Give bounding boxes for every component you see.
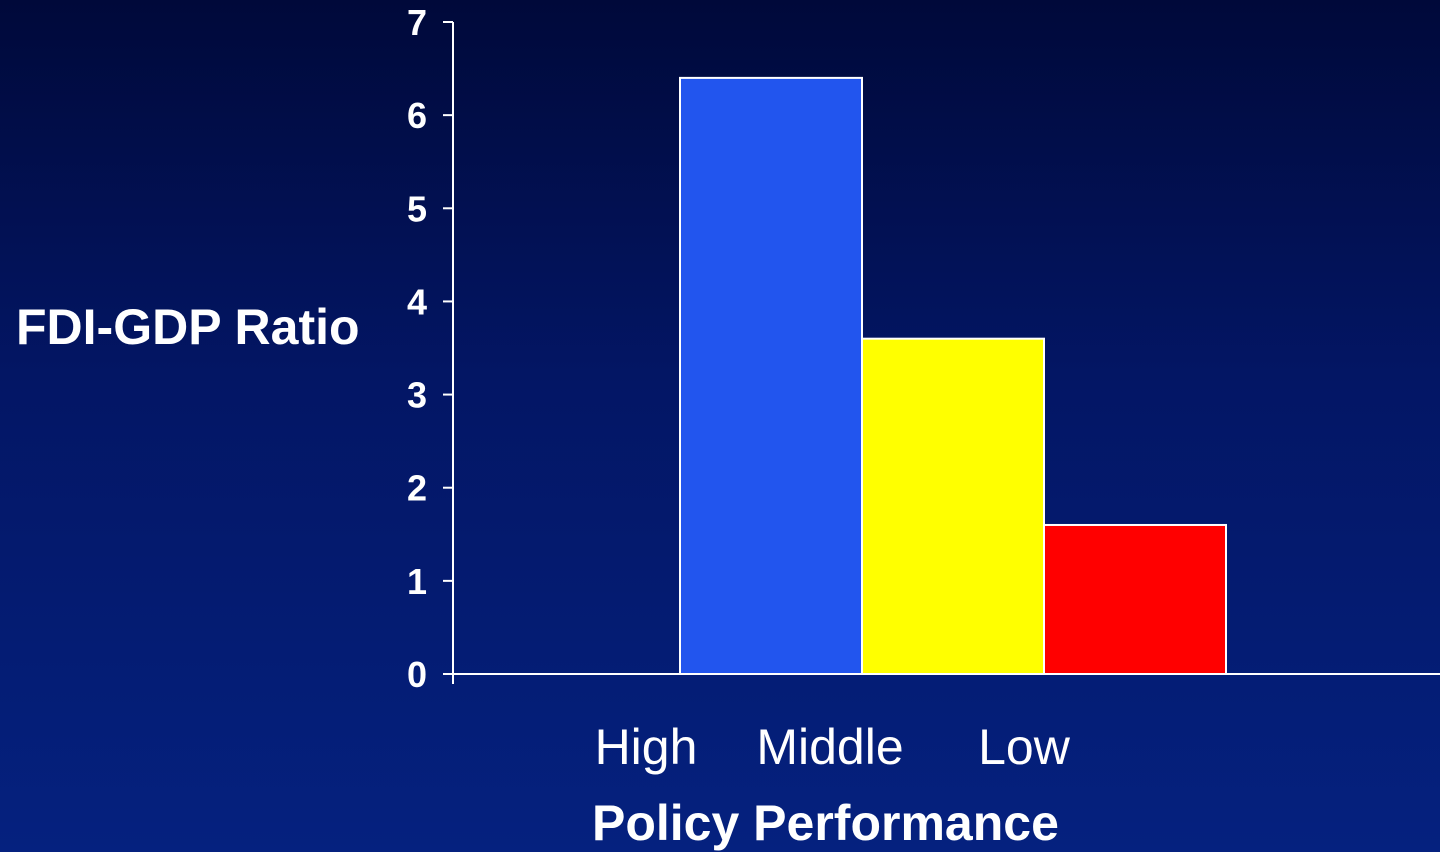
y-tick-label: 2 <box>407 468 427 509</box>
x-axis-tick-labels: High Middle Low <box>595 719 1071 775</box>
bars <box>679 76 1227 675</box>
y-tick-label: 5 <box>407 188 427 229</box>
x-category-label: High <box>595 719 698 775</box>
y-tick-label: 4 <box>407 281 427 322</box>
bar-low <box>1043 523 1227 675</box>
x-category-label: Middle <box>756 719 903 775</box>
x-axis-label: Policy Performance <box>592 795 1059 851</box>
y-tick-label: 6 <box>407 95 427 136</box>
y-axis-ticks: 0 1 2 3 4 5 6 7 <box>407 2 453 695</box>
x-category-label: Low <box>978 719 1071 775</box>
y-tick-label: 3 <box>407 375 427 416</box>
bar-high <box>679 76 863 675</box>
y-tick-label: 7 <box>407 2 427 43</box>
y-tick-label: 1 <box>407 561 427 602</box>
y-axis-label: FDI-GDP Ratio <box>16 299 360 355</box>
bar-middle <box>861 337 1045 675</box>
y-tick-label: 0 <box>407 654 427 695</box>
